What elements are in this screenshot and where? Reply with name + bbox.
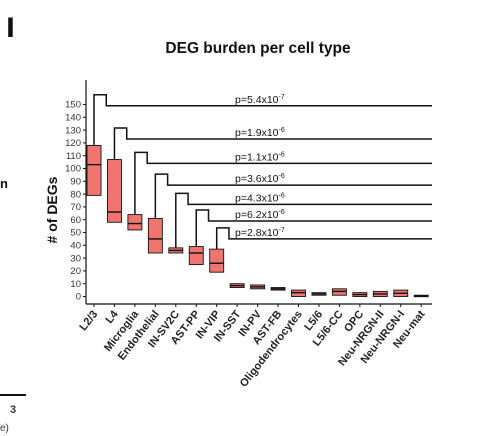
- x-tick-label: L4: [103, 308, 121, 326]
- p-value-label: p=3.6x10-6: [235, 173, 285, 185]
- chart-title: DEG burden per cell type: [165, 40, 351, 57]
- x-tick-label: L2/3: [77, 308, 100, 333]
- box-neu-mat: [413, 294, 429, 298]
- y-tick-label: 60: [70, 215, 81, 226]
- box-oligodendrocytes: [291, 289, 306, 297]
- y-tick-label: 140: [65, 113, 81, 124]
- box-body: [209, 248, 225, 273]
- box-body: [147, 217, 163, 254]
- p-value-label: p=4.3x10-6: [235, 192, 285, 204]
- box-l5-6-cc: [331, 288, 347, 296]
- p-value-label: p=1.9x10-6: [235, 127, 285, 139]
- y-tick-label: 70: [70, 202, 81, 213]
- y-tick-label: 110: [66, 151, 81, 162]
- box-l2-3: [86, 145, 102, 196]
- y-tick-label: 80: [70, 189, 81, 200]
- y-tick-label: 130: [65, 125, 81, 136]
- y-tick-label: 10: [70, 279, 81, 290]
- y-tick-label: 30: [70, 253, 81, 264]
- significance-bracket: p=2.8x10-7: [215, 227, 432, 250]
- p-value-label: p=1.1x10-6: [235, 151, 285, 163]
- box-body: [188, 246, 204, 265]
- p-value-label: p=5.4x10-7: [235, 94, 285, 106]
- box-ast-pp: [188, 246, 204, 265]
- p-value-label: p=2.8x10-7: [235, 227, 285, 239]
- y-tick-label: 150: [65, 100, 81, 111]
- box-neu-nrgn-ii: [372, 290, 388, 297]
- y-tick-label: 100: [65, 164, 81, 175]
- box-microglia: [127, 214, 143, 231]
- box-opc: [352, 292, 368, 297]
- significance-bracket: p=1.1x10-6: [134, 151, 432, 215]
- left-neighbor-text-fragment: n: [0, 176, 8, 191]
- box-body: [106, 159, 122, 223]
- box-in-sv2c: [168, 247, 184, 254]
- y-tick-label: 20: [70, 266, 81, 277]
- significance-bracket: p=4.3x10-6: [175, 192, 432, 248]
- box-in-pv: [250, 284, 266, 290]
- box-l4: [106, 159, 122, 223]
- y-tick-label: 40: [70, 241, 81, 252]
- box-l5-6: [311, 292, 327, 296]
- x-tick-labels: L2/3 L4MicrogliaEndothelialIN-SV2CAST-PPI…: [77, 304, 428, 390]
- box-neu-nrgn-i: [393, 289, 409, 297]
- box-endothelial: [147, 217, 163, 254]
- left-neighbor-axis-fragment: [0, 394, 26, 396]
- bracket-line: [195, 209, 432, 247]
- panel-letter: l: [6, 14, 15, 44]
- box-body: [86, 145, 102, 196]
- y-tick-label: 0: [76, 292, 81, 303]
- y-tick-label: 90: [70, 177, 81, 188]
- significance-bracket: p=3.6x10-6: [154, 173, 432, 219]
- box-in-vip: [209, 248, 225, 273]
- significance-bracket: p=1.9x10-6: [113, 127, 432, 160]
- y-axis-label: # of DEGs: [44, 176, 60, 243]
- box-body: [127, 214, 143, 231]
- significance-bracket: p=5.4x10-7: [93, 94, 432, 146]
- y-tick-label: 50: [70, 228, 81, 239]
- y-tick-label: 120: [65, 138, 81, 149]
- boxes: [86, 145, 429, 298]
- significance-bracket: p=6.2x10-6: [195, 209, 432, 247]
- bracket-line: [113, 127, 432, 160]
- bracket-line: [134, 151, 432, 215]
- bracket-line: [154, 173, 432, 219]
- p-value-label: p=6.2x10-6: [235, 209, 285, 221]
- box-ast-fb: [270, 287, 286, 291]
- significance-brackets: p=5.4x10-7 p=1.9x10-6 p=1.1x10-6 p=3.6x10-6…: [93, 94, 432, 250]
- left-neighbor-tick-label: 3: [10, 404, 17, 416]
- bracket-line: [215, 227, 432, 250]
- box-in-sst: [229, 283, 245, 288]
- bracket-line: [175, 192, 432, 248]
- bracket-line: [93, 94, 432, 146]
- left-neighbor-label-fragment: e): [0, 423, 9, 434]
